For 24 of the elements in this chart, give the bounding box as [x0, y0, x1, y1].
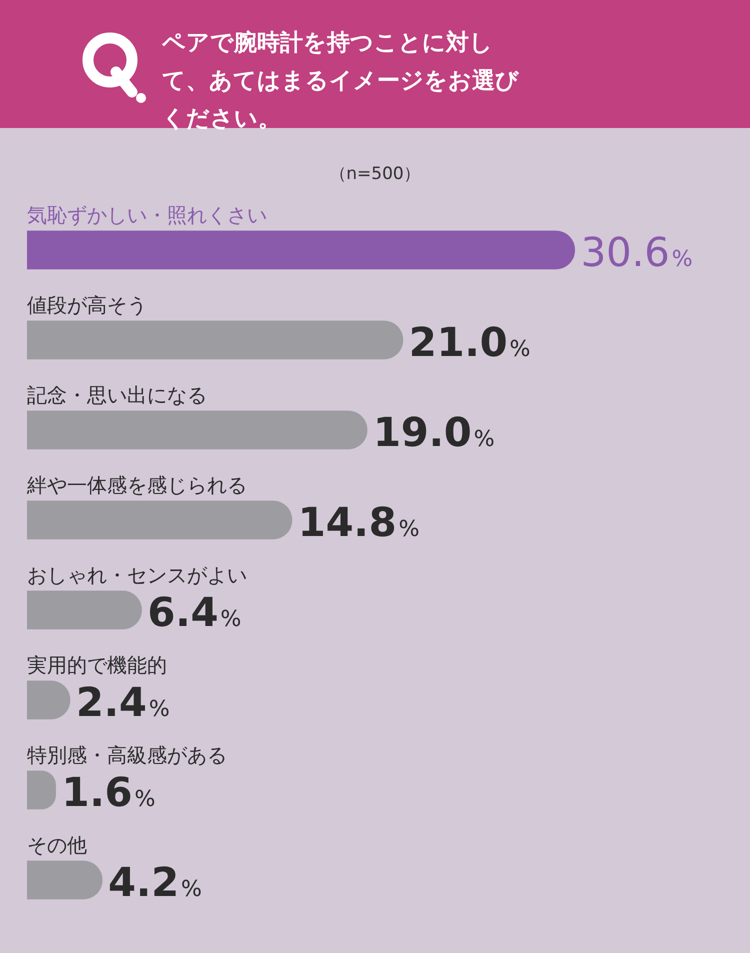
bar	[27, 590, 142, 630]
y-tick-label: 特別感・高級感がある	[27, 743, 227, 768]
chart-title: ペアで腕時計を持つことに対して、あてはまるイメージをお選びください。	[162, 29, 520, 134]
data-label: 21.0%	[408, 320, 530, 366]
data-label: 30.6%	[580, 230, 693, 276]
bar	[27, 410, 368, 450]
bar	[27, 500, 292, 540]
bar	[27, 230, 576, 270]
y-tick-label: 値段が高そう	[27, 293, 147, 318]
data-label: 4.2%	[108, 860, 202, 906]
data-label: 2.4%	[76, 680, 170, 726]
y-tick-label: 気恥ずかしい・照れくさい	[27, 203, 267, 228]
data-label: 19.0%	[373, 410, 495, 456]
data-label: 14.8%	[298, 500, 420, 546]
bar	[27, 320, 404, 360]
data-label: 6.4%	[148, 590, 242, 636]
bar	[27, 860, 103, 900]
y-tick-label: 絆や一体感を感じられる	[26, 473, 247, 498]
y-tick-label: 実用的で機能的	[27, 653, 167, 678]
y-tick-label: おしゃれ・センスがよい	[27, 563, 247, 588]
y-tick-label: その他	[27, 833, 87, 858]
data-label: 1.6%	[62, 770, 156, 816]
chart-subtitle: （n=500）	[328, 163, 422, 185]
y-tick-label: 記念・思い出になる	[27, 383, 207, 408]
